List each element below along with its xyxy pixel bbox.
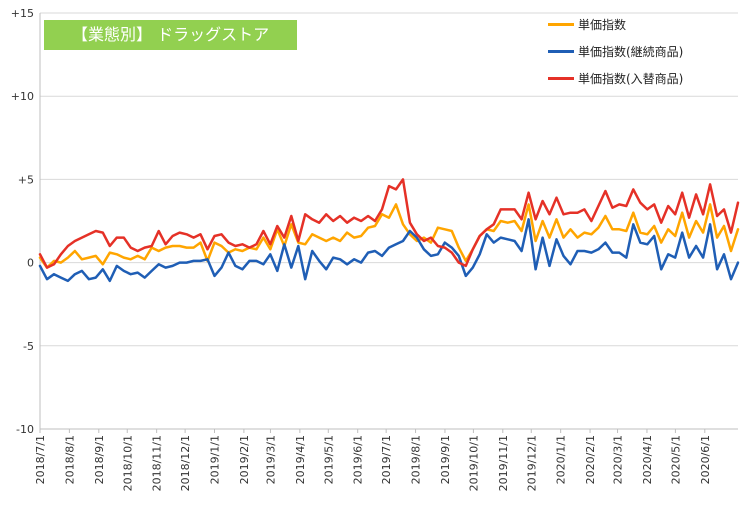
- x-tick-label-19: 2020/2/1: [584, 435, 597, 484]
- gridlines: [39, 12, 738, 433]
- x-tick-label-11: 2019/6/1: [352, 435, 365, 484]
- x-tick-label-22: 2020/5/1: [669, 435, 682, 484]
- legend-swatch-unit-price: [548, 23, 574, 26]
- y-tick-label-5: +15: [11, 7, 34, 20]
- series-line-1: [38, 218, 740, 283]
- x-tick-label-14: 2019/9/1: [439, 435, 452, 484]
- x-tick-label-9: 2019/4/1: [294, 435, 307, 484]
- legend-swatch-continuing: [548, 50, 574, 53]
- y-tick-label-2: 0: [27, 257, 34, 270]
- y-tick-labels: -10 -5 0 +5 +10 +15: [11, 7, 34, 436]
- y-tick-label-0: -10: [16, 423, 34, 436]
- x-tick-label-7: 2019/2/1: [238, 435, 251, 484]
- x-tick-label-16: 2019/11/1: [497, 435, 510, 491]
- y-tick-label-1: -5: [23, 340, 34, 353]
- legend-swatch-replacement: [548, 77, 574, 80]
- x-tick-label-6: 2019/1/1: [209, 435, 222, 484]
- legend-label-unit-price: 単価指数: [578, 18, 627, 32]
- x-tick-label-4: 2018/11/1: [151, 435, 164, 491]
- x-tick-label-8: 2019/3/1: [264, 435, 277, 484]
- x-tick-labels: 2018/7/1 2018/8/1 2018/9/1 2018/10/1 2018/11…: [34, 435, 712, 491]
- x-tick-label-0: 2018/7/1: [34, 435, 47, 484]
- x-tick-label-13: 2019/8/1: [410, 435, 423, 484]
- y-tick-label-4: +10: [11, 90, 34, 103]
- x-tick-label-21: 2020/4/1: [641, 435, 654, 484]
- chart-title: 【業態別】 ドラッグストア: [44, 20, 297, 50]
- x-tick-label-23: 2020/6/1: [699, 435, 712, 484]
- legend-label-replacement: 単価指数(入替商品): [578, 72, 684, 86]
- legend-label-continuing: 単価指数(継続商品): [578, 45, 684, 59]
- y-tick-label-3: +5: [18, 173, 34, 186]
- x-tick-label-5: 2018/12/1: [179, 435, 192, 491]
- series-lines: [38, 178, 740, 283]
- x-tick-label-3: 2018/10/1: [121, 435, 134, 491]
- series-line-2: [38, 178, 740, 269]
- x-tick-label-10: 2019/5/1: [322, 435, 335, 484]
- x-tick-label-18: 2020/1/1: [555, 435, 568, 484]
- x-tick-label-17: 2019/12/1: [525, 435, 538, 491]
- x-tick-label-15: 2019/10/1: [467, 435, 480, 491]
- x-tick-label-12: 2019/7/1: [380, 435, 393, 484]
- x-tick-label-1: 2018/8/1: [63, 435, 76, 484]
- x-tick-label-20: 2020/3/1: [612, 435, 625, 484]
- x-tick-label-2: 2018/9/1: [93, 435, 106, 484]
- series-line-0: [38, 203, 740, 269]
